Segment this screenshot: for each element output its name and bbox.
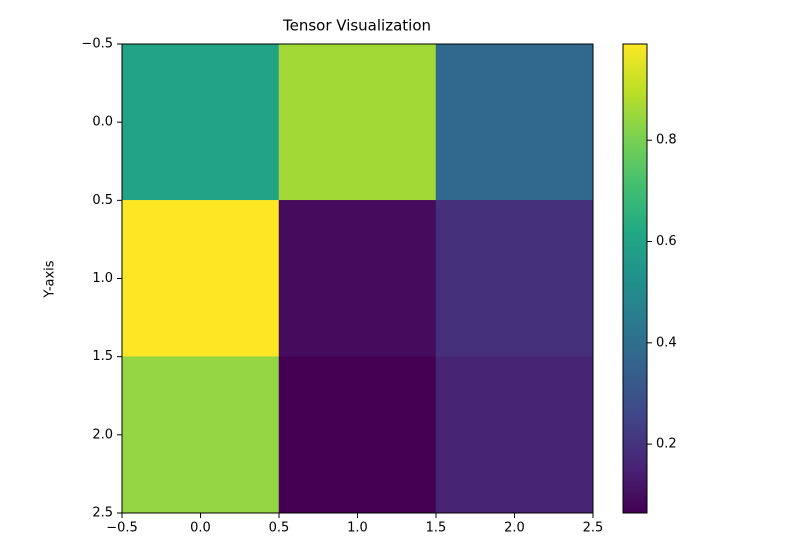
colorbar-tick-label: 0.2 (656, 437, 677, 452)
heatmap-cell (278, 356, 437, 514)
y-tick-label: −0.5 (81, 37, 113, 52)
heatmap-cell (278, 200, 437, 357)
colorbar-tick-label: 0.8 (656, 133, 677, 148)
colorbar (622, 43, 648, 514)
y-tick-label: 1.5 (92, 349, 113, 364)
x-tick-label: 2.0 (504, 521, 525, 536)
y-tick-label: 0.0 (92, 115, 113, 130)
x-tick-label: 0.0 (190, 521, 211, 536)
heatmap-cell (435, 43, 594, 201)
heatmap-cell (121, 43, 280, 201)
x-tick-label: 1.5 (426, 521, 447, 536)
chart-title: Tensor Visualization (282, 17, 431, 35)
x-tick-label: 2.5 (583, 521, 604, 536)
y-axis-label: Y-axis (43, 260, 58, 298)
heatmap-cell (278, 43, 437, 201)
y-tick-label: 2.0 (92, 427, 113, 442)
x-tick-label: 0.5 (269, 521, 290, 536)
x-tick-label: −0.5 (106, 521, 138, 536)
heatmap-cell (121, 356, 280, 514)
heatmap-cell (435, 200, 594, 357)
y-tick-label: 1.0 (92, 271, 113, 286)
colorbar-tick-label: 0.6 (656, 234, 677, 249)
y-tick-label: 0.5 (92, 193, 113, 208)
colorbar-tick-label: 0.4 (656, 335, 677, 350)
x-tick-label: 1.0 (347, 521, 368, 536)
y-tick-label: 2.5 (92, 506, 113, 521)
heatmap-cell (121, 200, 280, 357)
heatmap-cell (435, 356, 594, 514)
